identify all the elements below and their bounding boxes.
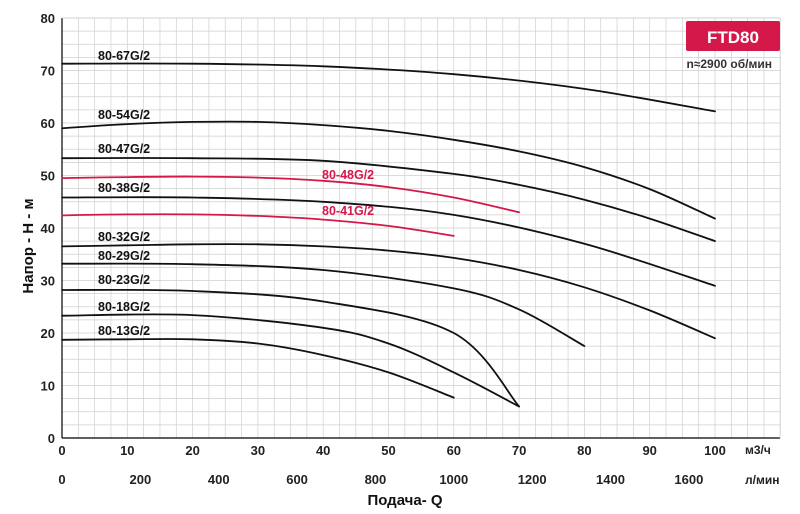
curve-label-80-47g-2: 80-47G/2 xyxy=(98,142,150,156)
curve-80-18g-2 xyxy=(61,313,520,408)
y-tick-label: 30 xyxy=(41,274,55,289)
curve-80-47g-2 xyxy=(61,157,716,242)
curve-label-80-23g-2: 80-23G/2 xyxy=(98,273,150,287)
curve-label-80-48g-2: 80-48G/2 xyxy=(322,168,374,182)
curve-label-80-54g-2: 80-54G/2 xyxy=(98,108,150,122)
grid xyxy=(61,17,781,439)
x-tick-label-lpm: 1400 xyxy=(596,472,625,487)
curve-label-80-29g-2: 80-29G/2 xyxy=(98,249,150,263)
y-tick-label: 10 xyxy=(41,379,55,394)
x-tick-label-lpm: 600 xyxy=(286,472,308,487)
y-tick-label: 80 xyxy=(41,11,55,26)
x-tick-label-m3h: 10 xyxy=(120,443,134,458)
curve-80-67g-2 xyxy=(61,62,716,113)
curve-80-41g-2 xyxy=(61,213,455,237)
x-tick-label-lpm: 1000 xyxy=(439,472,468,487)
curve-80-38g-2 xyxy=(61,196,716,287)
curve-80-48g-2 xyxy=(61,175,520,214)
x-tick-label-m3h: 50 xyxy=(381,443,395,458)
y-tick-label: 60 xyxy=(41,116,55,131)
curve-labels: 80-67G/2 80-54G/2 80-47G/2 80-48G/2 80-38G/2… xyxy=(98,49,374,338)
x-axis-title: Подача- Q xyxy=(367,492,442,509)
model-badge-background xyxy=(686,21,780,51)
curve-label-80-18g-2: 80-18G/2 xyxy=(98,300,150,314)
speed-note: n≈2900 об/мин xyxy=(686,57,772,71)
curve-80-54g-2 xyxy=(61,120,716,220)
x-tick-label-lpm: 0 xyxy=(58,472,65,487)
x-tick-label-lpm: 1600 xyxy=(674,472,703,487)
x-tick-label-m3h: 60 xyxy=(447,443,461,458)
x-tick-label-m3h: 0 xyxy=(58,443,65,458)
x-tick-label-lpm: 200 xyxy=(130,472,152,487)
x-tick-label-m3h: 100 xyxy=(704,443,726,458)
curve-label-80-32g-2: 80-32G/2 xyxy=(98,230,150,244)
x-tick-label-m3h: 30 xyxy=(251,443,265,458)
x-tick-label-m3h: 70 xyxy=(512,443,526,458)
model-badge: FTD80 xyxy=(686,21,780,51)
y-tick-label: 0 xyxy=(48,431,55,446)
x-unit-bottom: л/мин xyxy=(745,473,779,487)
curve-80-23g-2 xyxy=(61,288,520,408)
x-tick-label-m3h: 80 xyxy=(577,443,591,458)
x-tick-label-m3h: 20 xyxy=(185,443,199,458)
x-tick-label-m3h: 40 xyxy=(316,443,330,458)
model-badge-text: FTD80 xyxy=(707,28,759,47)
x-tick-label-lpm: 800 xyxy=(365,472,387,487)
curve-label-80-41g-2: 80-41G/2 xyxy=(322,204,374,218)
x-tick-label-lpm: 1200 xyxy=(518,472,547,487)
curve-80-32g-2 xyxy=(61,243,716,340)
y-tick-label: 70 xyxy=(41,64,55,79)
x-tick-label-m3h: 90 xyxy=(642,443,656,458)
y-tick-label: 50 xyxy=(41,169,55,184)
x-unit-top: м3/ч xyxy=(745,443,771,457)
x-tick-label-lpm: 400 xyxy=(208,472,230,487)
curve-80-13g-2 xyxy=(61,338,455,399)
y-tick-label: 20 xyxy=(41,326,55,341)
series-curves xyxy=(61,62,716,408)
curve-label-80-13g-2: 80-13G/2 xyxy=(98,324,150,338)
y-tick-label: 40 xyxy=(41,221,55,236)
curve-label-80-38g-2: 80-38G/2 xyxy=(98,181,150,195)
curve-label-80-67g-2: 80-67G/2 xyxy=(98,49,150,63)
y-axis-title: Напор - Н - м xyxy=(20,198,37,293)
curve-80-29g-2 xyxy=(61,262,586,347)
